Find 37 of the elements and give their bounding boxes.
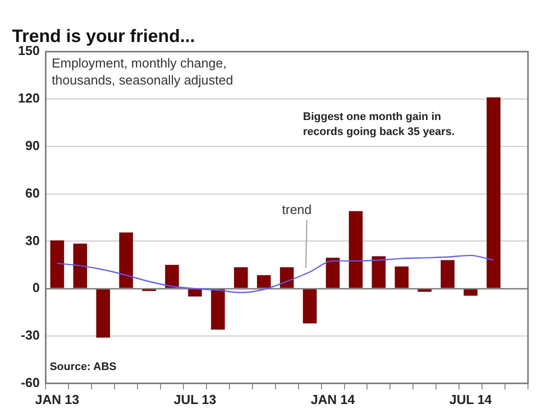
- text: Employment, monthly change, thousands, seasonally adjusted: [52, 56, 234, 88]
- y-tick-label: 30: [25, 232, 40, 248]
- x-tick-label: JAN 13: [35, 392, 80, 407]
- chart-title: Trend is your friend...: [12, 26, 196, 46]
- bar: [348, 211, 363, 288]
- x-tick-label: JUL 14: [449, 392, 493, 407]
- bar: [119, 232, 133, 288]
- annotation: Source: ABS: [50, 360, 117, 373]
- bar: [73, 244, 88, 288]
- bar: [165, 264, 179, 288]
- bar: [394, 266, 409, 288]
- bar: [418, 289, 432, 292]
- bar: [440, 260, 455, 288]
- bar: [256, 275, 271, 288]
- line-series: [56, 254, 494, 294]
- bar: [280, 267, 294, 288]
- y-tick-label: 90: [25, 138, 40, 153]
- y-tick-label: -60: [20, 374, 40, 390]
- bar: [188, 289, 202, 296]
- bar: [464, 289, 478, 296]
- x-tick-label: JAN 14: [310, 392, 356, 407]
- bar: [96, 289, 110, 338]
- y-tick-label: 0: [32, 280, 40, 296]
- text: trend: [282, 202, 312, 218]
- bar: [302, 289, 317, 324]
- bar: [326, 258, 340, 288]
- annotation: Biggest one month gain in records going back 35 years.: [303, 111, 455, 138]
- bar: [486, 97, 500, 288]
- bar: [50, 240, 64, 288]
- y-tick-label: -30: [20, 328, 40, 343]
- bar: [372, 256, 386, 288]
- x-tick-label: JUL 13: [174, 392, 216, 407]
- y-tick-label: 60: [25, 185, 40, 200]
- y-tick-label: 120: [18, 90, 40, 106]
- bar: [234, 267, 248, 288]
- y-tick-label: 150: [18, 43, 40, 58]
- bar: [211, 289, 225, 330]
